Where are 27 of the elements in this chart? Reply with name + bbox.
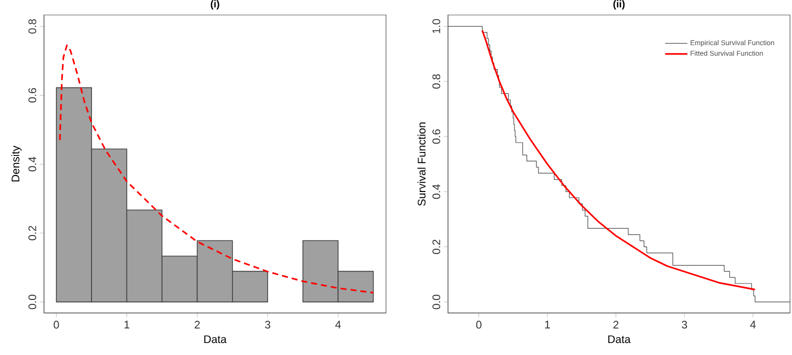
y-tick-label: 0.2: [28, 226, 36, 240]
x-tick-label: 4: [335, 320, 341, 328]
y-axis-title: Survival Function: [417, 122, 426, 206]
chart-title: (ii): [613, 0, 625, 10]
chart-title: (i): [210, 0, 220, 10]
y-tick-label: 1.0: [432, 19, 440, 34]
x-axis-title: Data: [608, 335, 631, 344]
y-tick-label: 0.8: [432, 74, 440, 89]
x-tick-label: 1: [124, 320, 130, 328]
y-tick-label: 0.4: [432, 184, 440, 199]
y-tick-label: 0.6: [432, 129, 440, 144]
x-tick-label: 2: [194, 320, 200, 328]
y-tick-label: 0.0: [432, 294, 440, 310]
y-tick-label: 0.0: [28, 294, 36, 310]
y-tick-label: 0.8: [28, 19, 36, 34]
x-tick-label: 0: [54, 320, 59, 329]
x-tick-label: 4: [750, 320, 756, 328]
x-axis-title: Data: [204, 335, 227, 344]
x-tick-label: 3: [682, 320, 688, 329]
y-tick-label: 0.4: [28, 156, 36, 172]
x-tick-label: 0: [476, 320, 482, 329]
y-tick-label: 0.6: [28, 88, 36, 102]
y-axis-title: Density: [11, 146, 22, 182]
x-tick-label: 2: [613, 320, 618, 328]
y-tick-label: 0.2: [432, 240, 440, 254]
x-tick-label: 3: [265, 320, 270, 329]
x-tick-label: 1: [545, 320, 550, 328]
